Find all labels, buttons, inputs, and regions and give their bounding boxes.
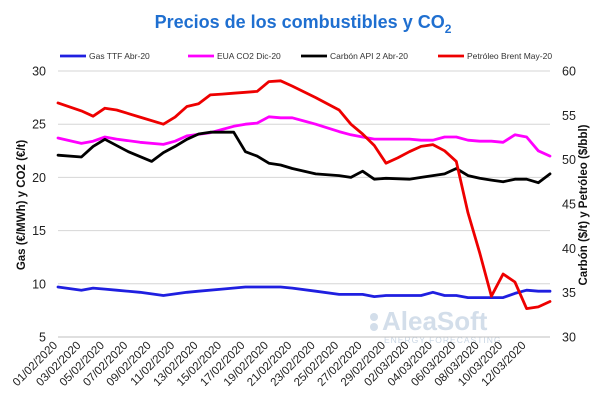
y-tick-right: 30 [562, 331, 576, 345]
y-tick-left: 25 [32, 118, 46, 132]
watermark-icon-dot [370, 323, 378, 331]
y-tick-right: 55 [562, 109, 576, 123]
y-axis-right-label: Carbón ($/t) y Petróleo ($/bbl) [578, 124, 590, 285]
legend-label: Carbón API 2 Abr-20 [330, 51, 408, 61]
axes: 510152025303035404550556001/02/202003/02… [11, 65, 576, 389]
series-line-carb-n-api-2-abr-20 [56, 130, 552, 185]
y-tick-right: 45 [562, 198, 576, 212]
y-tick-left: 10 [32, 277, 46, 291]
series-line-petr-leo-brent-may-20 [56, 79, 552, 311]
legend-label: Gas TTF Abr-20 [89, 51, 150, 61]
series-line-eua-co2-dic-20 [56, 115, 552, 158]
y-tick-left: 20 [32, 171, 46, 185]
y-tick-left: 30 [32, 65, 46, 79]
y-tick-left: 5 [39, 331, 46, 345]
series-line-gas-ttf-abr-20 [56, 285, 552, 300]
y-tick-right: 50 [562, 153, 576, 167]
watermark: AleaSoft ENERGY FORECASTING [370, 306, 502, 345]
y-tick-left: 15 [32, 224, 46, 238]
y-tick-right: 60 [562, 65, 576, 79]
watermark-tagline: ENERGY FORECASTING [384, 335, 502, 345]
legend: Gas TTF Abr-20 EUA CO2 Dic-20 Carbón API 2… [60, 51, 552, 61]
y-tick-right: 40 [562, 242, 576, 256]
chart-title-subscript: 2 [445, 22, 452, 36]
series [56, 79, 552, 311]
legend-label: Petróleo Brent May-20 [467, 51, 552, 61]
watermark-brand: AleaSoft [382, 306, 488, 336]
watermark-icon [370, 313, 378, 321]
chart-title-main: Precios de los combustibles y CO [155, 12, 445, 32]
y-tick-right: 35 [562, 286, 576, 300]
legend-label: EUA CO2 Dic-20 [217, 51, 281, 61]
chart-title: Precios de los combustibles y CO2 [155, 12, 452, 36]
y-axis-left-label: Gas (€/MWh) y CO2 (€/t) [16, 140, 28, 271]
